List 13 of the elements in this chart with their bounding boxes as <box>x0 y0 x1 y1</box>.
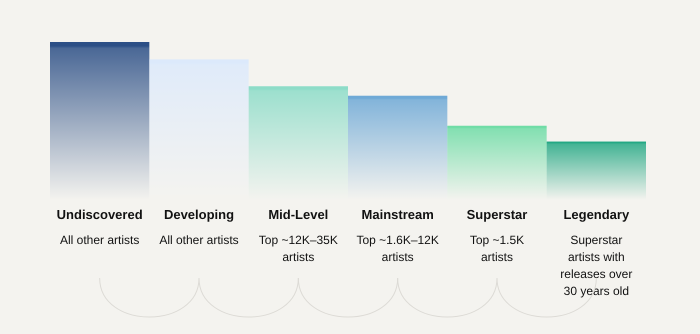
text: Top ~1.5K artists <box>470 233 524 264</box>
text: Superstar artists with releases over 30 years old <box>560 233 632 298</box>
x-tick-label: Mid-Level <box>268 207 328 222</box>
x-tick-label: Superstar <box>466 207 528 222</box>
text: Top ~12K–35K artists <box>258 233 338 264</box>
x-tick-label: Mainstream <box>362 207 434 222</box>
text: All other artists <box>60 233 140 247</box>
x-tick-label: Legendary <box>563 207 630 222</box>
x-tick-label: Undiscovered <box>56 207 143 222</box>
text: All other artists <box>159 233 239 247</box>
text: Top ~1.6K–12K artists <box>356 233 439 264</box>
bar <box>546 142 646 200</box>
x-tick-label: Developing <box>164 207 234 222</box>
